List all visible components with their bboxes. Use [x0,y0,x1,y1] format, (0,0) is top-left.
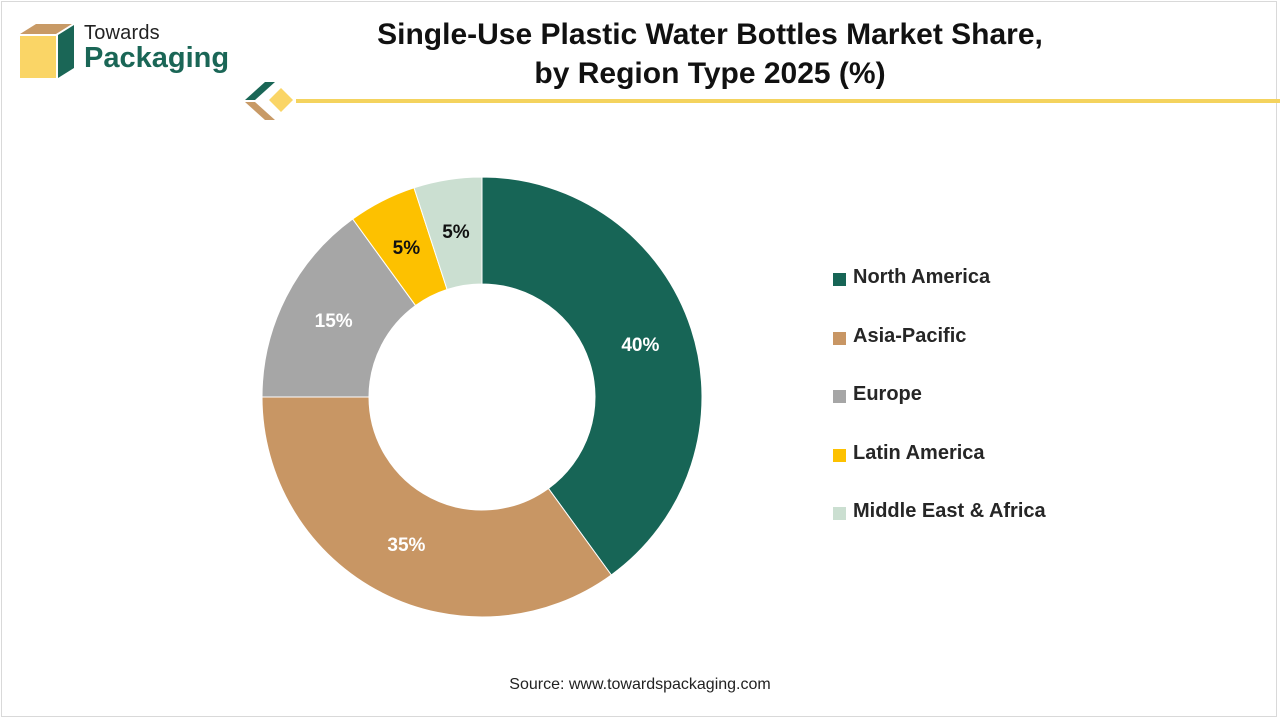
brand-name-line1: Towards [84,22,160,44]
legend-item: Europe [833,383,1046,442]
slice-asia-pacific [261,396,613,618]
data-label-middle-east-africa: 5% [442,222,470,243]
chart-title-line1: Single-Use Plastic Water Bottles Market … [377,18,1043,51]
legend-label: North America [853,266,991,288]
legend-item: Middle East & Africa [833,500,1046,559]
legend-swatch [833,390,846,403]
chart-title-line2: by Region Type 2025 (%) [534,57,886,90]
data-label-asia-pacific: 35% [387,535,425,556]
legend-item: Asia-Pacific [833,325,1046,384]
legend-item: North America [833,266,1046,325]
legend-swatch [833,331,846,345]
data-label-latin-america: 5% [393,238,421,259]
brand-name-line2: Packaging [84,42,230,74]
legend-swatch [833,448,846,462]
divider-line [296,99,1280,103]
legend-label: Europe [853,383,922,405]
divider-diamond-icon [245,82,293,120]
chart-legend: North America Asia-Pacific Europe Latin Ame… [833,266,1046,559]
brand-logo: Towards Packaging [18,22,238,82]
legend-label: Asia-Pacific [853,324,967,347]
legend-swatch [833,273,846,286]
legend-swatch [833,507,846,520]
legend-label: Latin America [853,441,985,464]
slice-middle-east-africa [413,176,483,291]
data-label-europe: 15% [315,311,353,332]
legend-item: Latin America [833,442,1046,501]
box-logo-icon [20,24,74,78]
source-note: Source: www.towardspackaging.com [509,676,771,693]
legend-label: Middle East & Africa [853,500,1046,522]
slice-north-america [481,176,703,576]
chart-title: Single-Use Plastic Water Bottles Market … [340,15,1080,93]
data-label-north-america: 40% [621,335,659,356]
